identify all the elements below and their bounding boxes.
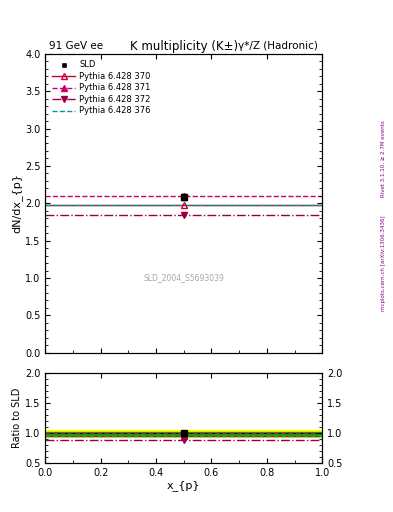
X-axis label: x_{p}: x_{p}: [167, 480, 200, 490]
Bar: [45, 430, 322, 437]
Bar: [45, 432, 322, 435]
Y-axis label: Ratio to SLD: Ratio to SLD: [12, 388, 22, 449]
Text: SLD_2004_S5693039: SLD_2004_S5693039: [143, 273, 224, 283]
Legend: SLD, Pythia 6.428 370, Pythia 6.428 371, Pythia 6.428 372, Pythia 6.428 376: SLD, Pythia 6.428 370, Pythia 6.428 371,…: [50, 58, 153, 118]
Text: 91 GeV ee: 91 GeV ee: [49, 41, 103, 51]
Y-axis label: dN/dx_{p}: dN/dx_{p}: [11, 174, 22, 233]
Text: γ*/Z (Hadronic): γ*/Z (Hadronic): [239, 41, 318, 51]
Text: Rivet 3.1.10, ≥ 2.7M events: Rivet 3.1.10, ≥ 2.7M events: [381, 120, 386, 197]
Text: mcplots.cern.ch [arXiv:1306.3436]: mcplots.cern.ch [arXiv:1306.3436]: [381, 215, 386, 311]
Title: K multiplicity (K±): K multiplicity (K±): [130, 39, 238, 53]
